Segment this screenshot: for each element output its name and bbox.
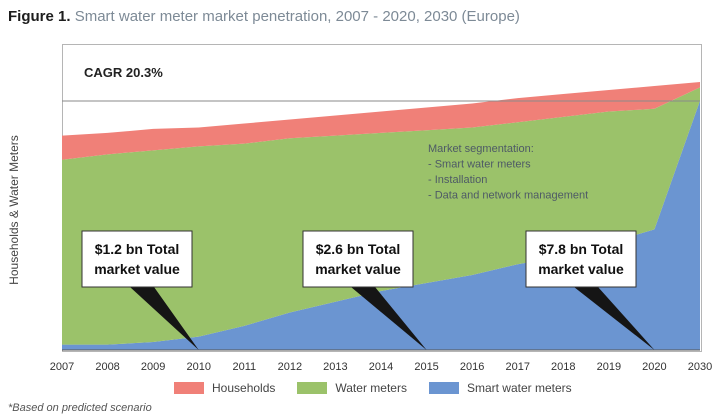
callout-line2: market value <box>538 261 624 277</box>
x-tick-label: 2018 <box>551 361 575 373</box>
legend-label-households: Households <box>212 381 276 395</box>
legend-item-smart-water-meters: Smart water meters <box>428 381 572 395</box>
x-tick-label: 2016 <box>460 361 484 373</box>
legend-swatch-water-meters <box>297 382 328 394</box>
legend-item-water-meters: Water meters <box>297 381 407 395</box>
y-axis-label: Households & Water Meters <box>7 135 21 285</box>
callout-line2: market value <box>315 261 401 277</box>
x-tick-label: 2020 <box>642 361 666 373</box>
cagr-annotation: CAGR 20.3% <box>84 65 163 80</box>
legend-label-smart-water-meters: Smart water meters <box>466 381 572 395</box>
callout-pointer <box>351 287 427 350</box>
legend-swatch-smart-water-meters <box>428 382 459 394</box>
x-tick-label: 2013 <box>323 361 347 373</box>
segmentation-line: - Data and network management <box>428 190 588 202</box>
segmentation-line: - Smart water meters <box>428 159 531 171</box>
figure-label: Figure 1. <box>8 8 71 25</box>
segmentation-line: Market segmentation: <box>428 143 534 155</box>
segmentation-line: - Installation <box>428 174 487 186</box>
figure-title: Figure 1. Smart water meter market penet… <box>8 8 520 25</box>
callout-line1: $2.6 bn Total <box>316 241 401 257</box>
callout-box <box>525 230 637 288</box>
callout-box <box>81 230 193 288</box>
x-tick-label: 2011 <box>232 361 256 373</box>
footnote: *Based on predicted scenario <box>8 402 152 414</box>
x-tick-label: 2017 <box>505 361 529 373</box>
callout-box <box>302 230 414 288</box>
legend-label-water-meters: Water meters <box>335 381 407 395</box>
x-tick-label: 2008 <box>95 361 119 373</box>
legend-swatch-households <box>174 382 204 394</box>
x-tick-label: 2014 <box>369 361 393 373</box>
x-tick-label: 2007 <box>50 361 74 373</box>
x-tick-label: 2009 <box>141 361 165 373</box>
x-tick-label: 2019 <box>597 361 621 373</box>
x-tick-label: 2010 <box>186 361 210 373</box>
callout-line1: $1.2 bn Total <box>95 241 180 257</box>
legend-item-households: Households <box>174 381 275 395</box>
figure-title-text: Smart water meter market penetration, 20… <box>74 8 520 25</box>
legend: Households Water meters Smart water mete… <box>174 381 594 395</box>
area-water-meters <box>62 87 700 345</box>
area-smart-water-meters <box>62 100 700 350</box>
x-tick-label: 2030 <box>688 361 712 373</box>
callout-line1: $7.8 bn Total <box>539 241 624 257</box>
callout-pointer <box>130 287 199 350</box>
callout-line2: market value <box>94 261 180 277</box>
callout-pointer <box>574 287 655 350</box>
x-tick-label: 2012 <box>278 361 302 373</box>
x-tick-label: 2015 <box>414 361 438 373</box>
